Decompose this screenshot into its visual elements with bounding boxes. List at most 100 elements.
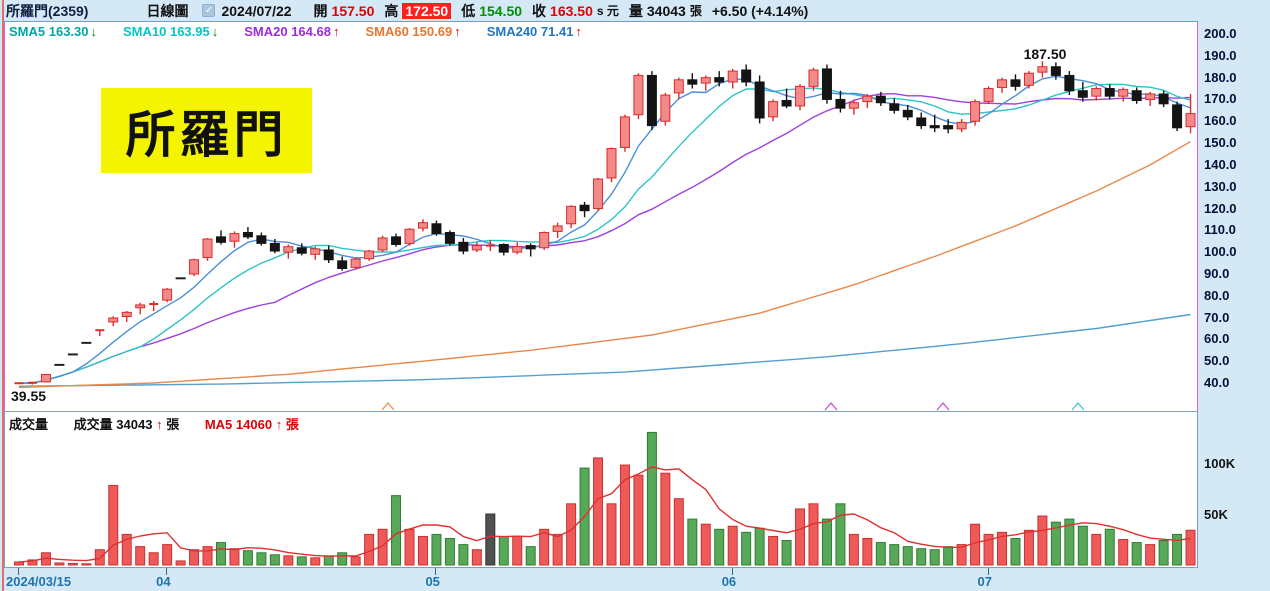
volume-bar	[916, 548, 927, 566]
open-label: 開	[313, 2, 328, 19]
candle-down	[1010, 79, 1021, 87]
candle-up	[40, 373, 51, 383]
up-arrow-icon: ↑	[332, 24, 340, 39]
volume-bar	[902, 546, 913, 566]
volume-bar	[242, 550, 253, 566]
volume-bar	[512, 535, 523, 566]
sma-legend-item: SMA20 164.68 ↑	[244, 24, 339, 39]
volume-chart[interactable]: 成交量 成交量 34043 ↑ 張 MA5 14060 ↑ 張	[4, 411, 1198, 568]
sma-legend-text: SMA20 164.68	[244, 24, 331, 39]
candle-up	[1023, 72, 1034, 86]
volume-bar	[781, 540, 792, 566]
candle-up	[997, 79, 1008, 88]
quote-info-bar: 所羅門(2359) 日線圖 ✓ 2024/07/22 開 157.50 高 17…	[6, 0, 808, 21]
candle-up	[108, 317, 119, 323]
window-accent-line	[2, 0, 4, 591]
candle-up	[539, 231, 550, 249]
change-value: +6.50 (+4.14%)	[711, 2, 809, 19]
price-axis-label: 110.0	[1204, 222, 1236, 238]
stock-name-watermark: 所羅門	[101, 88, 312, 173]
candle-up	[606, 148, 617, 179]
volume-axis-label: 50K	[1204, 507, 1228, 522]
volume-bar	[498, 535, 509, 566]
volume-label: 量	[628, 2, 643, 19]
candle-down	[646, 74, 657, 127]
down-arrow-icon: ↓	[90, 24, 98, 39]
checkmark-icon[interactable]: ✓	[202, 4, 216, 17]
timeframe-label[interactable]: 日線圖	[146, 2, 189, 19]
volume-bar	[67, 562, 78, 566]
price-axis-label: 130.0	[1204, 178, 1237, 194]
candle-down	[835, 98, 846, 109]
sma-legend-item: SMA5 163.30 ↓	[9, 24, 97, 39]
event-caret-icon[interactable]	[824, 401, 838, 411]
candle-up	[512, 246, 523, 253]
candle-up	[121, 311, 132, 317]
price-axis: 200.0 190.0 180.0 170.0 160.0 150.0 140.0 130.0…	[1202, 21, 1266, 412]
candle-down	[431, 223, 442, 235]
volume-ma-unit: 張	[285, 417, 299, 432]
volume-bar	[808, 503, 819, 566]
volume-value: 34043	[646, 2, 686, 19]
candle-up	[795, 85, 806, 107]
volume-bar	[1023, 529, 1034, 566]
volume-up-arrow-icon: ↑	[156, 417, 163, 432]
up-arrow-icon: ↑	[454, 24, 461, 39]
volume-bar	[94, 549, 105, 566]
volume-bar	[848, 533, 859, 566]
volume-pane-title: 成交量	[9, 417, 49, 432]
candle-up	[417, 222, 428, 229]
candle-up	[364, 250, 375, 260]
high-label: 高	[384, 2, 399, 19]
volume-bar	[970, 523, 981, 566]
price-axis-label: 180.0	[1204, 69, 1237, 85]
event-caret-icon[interactable]	[381, 401, 395, 411]
volume-bar	[1104, 528, 1115, 566]
candle-down	[256, 235, 267, 244]
candle-up	[768, 101, 779, 118]
volume-bar	[431, 533, 442, 566]
candle-down	[444, 231, 455, 244]
volume-bar	[14, 561, 24, 566]
volume-readout-value: 34043	[116, 417, 153, 432]
volume-axis: 100K 50K	[1202, 411, 1266, 568]
candle-up	[1145, 93, 1156, 100]
price-axis-label: 90.0	[1204, 265, 1230, 281]
candle-up	[1118, 89, 1129, 97]
candle-down	[889, 103, 900, 111]
date-label: 04	[156, 574, 171, 589]
ma-line	[18, 140, 1191, 389]
ma-line	[18, 92, 1191, 384]
candle-up	[970, 101, 981, 122]
candlestick-canvas[interactable]	[5, 22, 1197, 411]
volume-bar	[795, 508, 806, 566]
volume-canvas[interactable]	[5, 412, 1197, 567]
candle-up	[229, 233, 240, 242]
price-axis-label: 40.0	[1204, 375, 1230, 390]
volume-bar	[391, 495, 402, 566]
volume-ma-label: MA5	[204, 417, 233, 432]
candle-down	[525, 245, 536, 250]
close-label: 收	[532, 2, 547, 19]
down-arrow-icon: ↓	[211, 24, 219, 39]
date-label: 06	[721, 574, 737, 589]
candle-down	[1104, 88, 1115, 97]
price-axis-label: 170.0	[1204, 91, 1237, 107]
volume-bar	[660, 472, 671, 566]
price-axis-label: 50.0	[1204, 353, 1230, 369]
candle-down	[269, 242, 280, 252]
volume-bar	[417, 535, 428, 566]
volume-bar	[929, 549, 940, 566]
candle-down	[1172, 104, 1183, 129]
candle-up	[983, 88, 994, 103]
price-axis-label: 190.0	[1204, 47, 1237, 63]
volume-bar	[1158, 540, 1169, 566]
event-caret-icon[interactable]	[936, 401, 950, 411]
volume-ma-arrow-icon: ↑	[275, 417, 283, 432]
volume-bar	[1145, 544, 1156, 566]
sma-legend-text: SMA10 163.95	[123, 24, 210, 39]
candle-down	[821, 68, 832, 100]
price-chart[interactable]: SMA5 163.30 ↓ SMA10 163.95 ↓ SMA20 164.68 ↑ SM…	[4, 21, 1198, 412]
event-caret-icon[interactable]	[1071, 401, 1085, 411]
